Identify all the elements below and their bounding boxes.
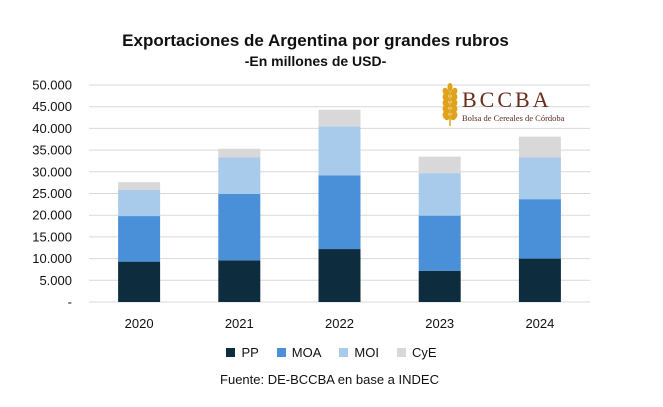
chart-subtitle: -En millones de USD- <box>0 53 663 69</box>
y-tick-label: 50.000 <box>32 78 72 93</box>
bar-segment-moa <box>118 216 161 262</box>
bar-segment-pp <box>318 249 361 302</box>
bar-segment-moi <box>218 157 261 194</box>
chart-subtitle-text: -En millones de USD- <box>244 53 387 69</box>
y-tick-label: 45.000 <box>32 99 72 114</box>
bar-segment-cye <box>218 148 261 158</box>
bar-segment-cye <box>118 182 161 191</box>
x-tick-label: 2023 <box>425 316 454 331</box>
legend-swatch <box>276 348 286 357</box>
wheat-icon <box>442 83 458 126</box>
bar-segment-pp <box>518 258 561 302</box>
bar-segment-pp <box>118 261 161 302</box>
bar-segment-moi <box>118 190 161 217</box>
wheat-grain <box>442 111 450 121</box>
bar-segment-cye <box>318 109 361 127</box>
y-tick-label: 30.000 <box>32 164 72 179</box>
legend-swatch <box>339 348 349 357</box>
legend: PP MOA MOI CyE <box>0 345 663 360</box>
source-note-text: Fuente: DE-BCCBA en base a INDEC <box>220 372 439 387</box>
chart-title-text: Exportaciones de Argentina por grandes r… <box>122 31 509 50</box>
legend-item-cye: CyE <box>396 345 437 360</box>
y-tick-label: 15.000 <box>32 229 72 244</box>
bar-segment-moa <box>318 175 361 250</box>
y-tick-label: 25.000 <box>32 186 72 201</box>
x-tick-label: 2022 <box>325 316 354 331</box>
legend-item-moi: MOI <box>339 345 379 360</box>
bar-segment-cye <box>418 156 461 174</box>
y-tick-label: - <box>68 295 72 310</box>
bar-segment-pp <box>418 270 461 302</box>
x-tick-label: 2024 <box>525 316 554 331</box>
bccba-logo: BCCBA Bolsa de Cereales de Córdoba <box>436 80 566 128</box>
chart-title: Exportaciones de Argentina por grandes r… <box>0 31 663 51</box>
y-tick-label: 20.000 <box>32 208 72 223</box>
bar-segment-pp <box>218 260 261 302</box>
bar-segment-moi <box>318 126 361 176</box>
y-tick-label: 35.000 <box>32 143 72 158</box>
bar-segment-moi <box>418 173 461 216</box>
x-tick-label: 2021 <box>225 316 254 331</box>
legend-label: CyE <box>411 345 437 360</box>
legend-swatch <box>226 348 236 357</box>
legend-swatch <box>396 348 406 357</box>
bar-segment-moa <box>418 215 461 271</box>
legend-label: PP <box>241 345 259 360</box>
logo-subtitle: Bolsa de Cereales de Córdoba <box>462 113 565 123</box>
wheat-grain <box>450 111 458 121</box>
y-tick-label: 5.000 <box>39 273 72 288</box>
bar-segment-moa <box>218 193 261 261</box>
bar-segment-cye <box>518 136 561 158</box>
bar-segment-moi <box>518 157 561 200</box>
legend-label: MOI <box>354 345 379 360</box>
wheat-grain <box>447 83 453 91</box>
legend-item-pp: PP <box>226 345 259 360</box>
logo-text: BCCBA <box>462 87 552 112</box>
bar-segment-moa <box>518 199 561 259</box>
x-tick-label: 2020 <box>125 316 154 331</box>
legend-item-moa: MOA <box>276 345 322 360</box>
legend-label: MOA <box>291 345 322 360</box>
source-note: Fuente: DE-BCCBA en base a INDEC <box>0 372 663 387</box>
y-tick-label: 10.000 <box>32 251 72 266</box>
y-tick-label: 40.000 <box>32 121 72 136</box>
